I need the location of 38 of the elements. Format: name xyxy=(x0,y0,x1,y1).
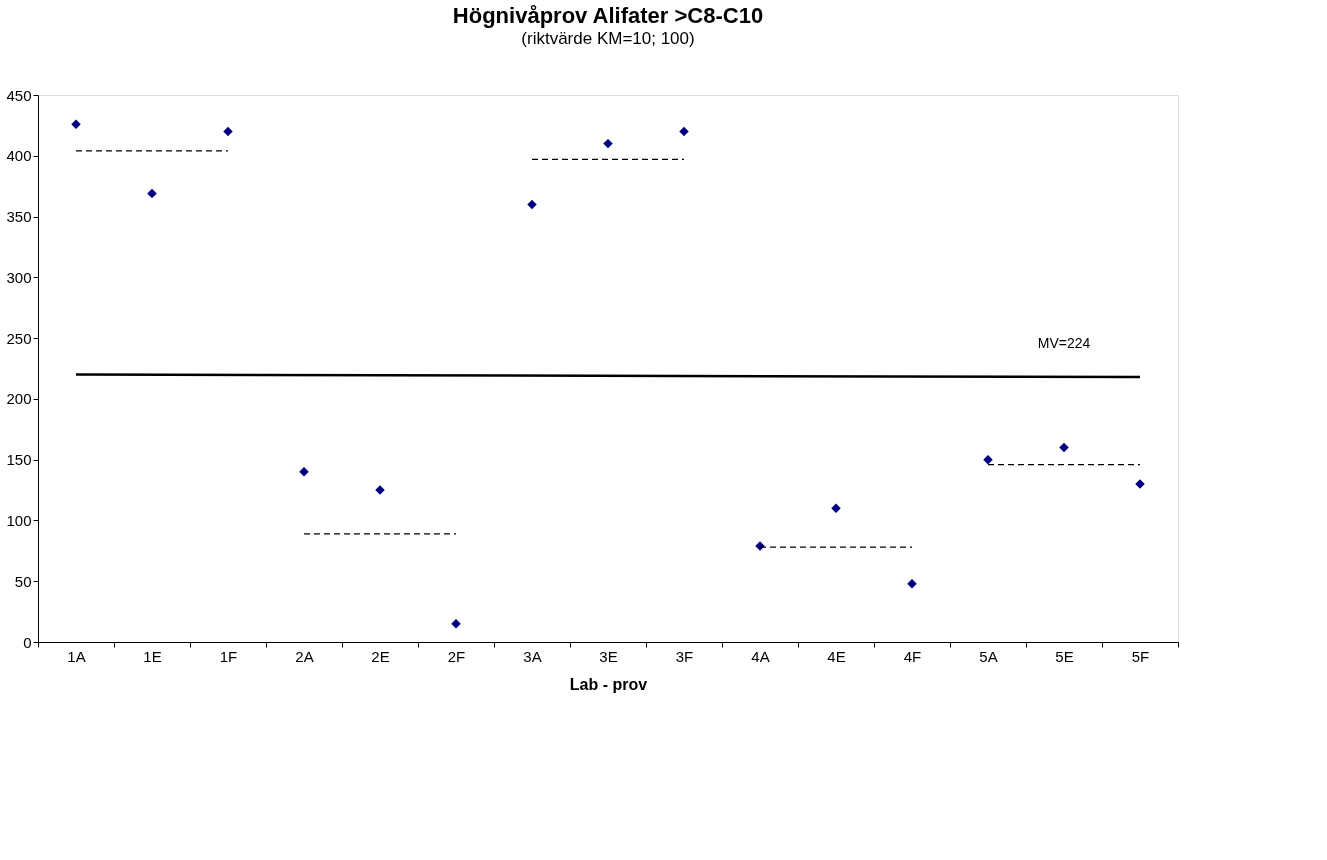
x-axis-title: Lab - prov xyxy=(569,675,648,693)
point xyxy=(1059,442,1069,453)
chart-subtitle: (riktvärde KM=10; 100) xyxy=(521,29,695,48)
annotation: MV=224 xyxy=(1037,334,1091,351)
x-tick-label: 5F xyxy=(1131,647,1150,665)
point xyxy=(147,188,157,199)
y-tick-label: 100 xyxy=(6,511,32,529)
y-tick-label: 450 xyxy=(6,86,32,104)
x-tick-label: 5E xyxy=(1055,647,1074,665)
x-tick-label: 2E xyxy=(371,647,390,665)
y-tick-label: 300 xyxy=(6,268,32,286)
y-tick-label: 150 xyxy=(6,451,32,469)
point xyxy=(603,138,613,149)
y-tick-label: 250 xyxy=(6,329,32,347)
y-tick-label: 200 xyxy=(6,390,32,408)
y-tick-label: 50 xyxy=(14,572,32,590)
point xyxy=(831,503,841,514)
y-tick-label: 0 xyxy=(23,633,32,651)
x-tick-label: 1E xyxy=(143,647,162,665)
point xyxy=(223,126,233,137)
x-tick-label: 2F xyxy=(447,647,466,665)
chart-title: Högnivåprov Alifater >C8-C10 xyxy=(452,3,764,28)
x-tick-label: 4A xyxy=(751,647,770,665)
x-tick-label: 3E xyxy=(599,647,618,665)
point xyxy=(527,199,537,210)
x-tick-label: 1F xyxy=(219,647,238,665)
point xyxy=(679,126,689,137)
x-tick-label: 5A xyxy=(979,647,998,665)
point xyxy=(907,578,917,589)
y-tick-label: 350 xyxy=(6,208,32,226)
point xyxy=(983,454,993,465)
x-tick-label: 1A xyxy=(67,647,86,665)
y-tick-label: 400 xyxy=(6,147,32,165)
x-tick-label: 4F xyxy=(903,647,922,665)
x-tick-label: 3A xyxy=(523,647,542,665)
x-tick-label: 4E xyxy=(827,647,846,665)
x-tick-label: 2A xyxy=(295,647,314,665)
x-tick-label: 3F xyxy=(675,647,694,665)
